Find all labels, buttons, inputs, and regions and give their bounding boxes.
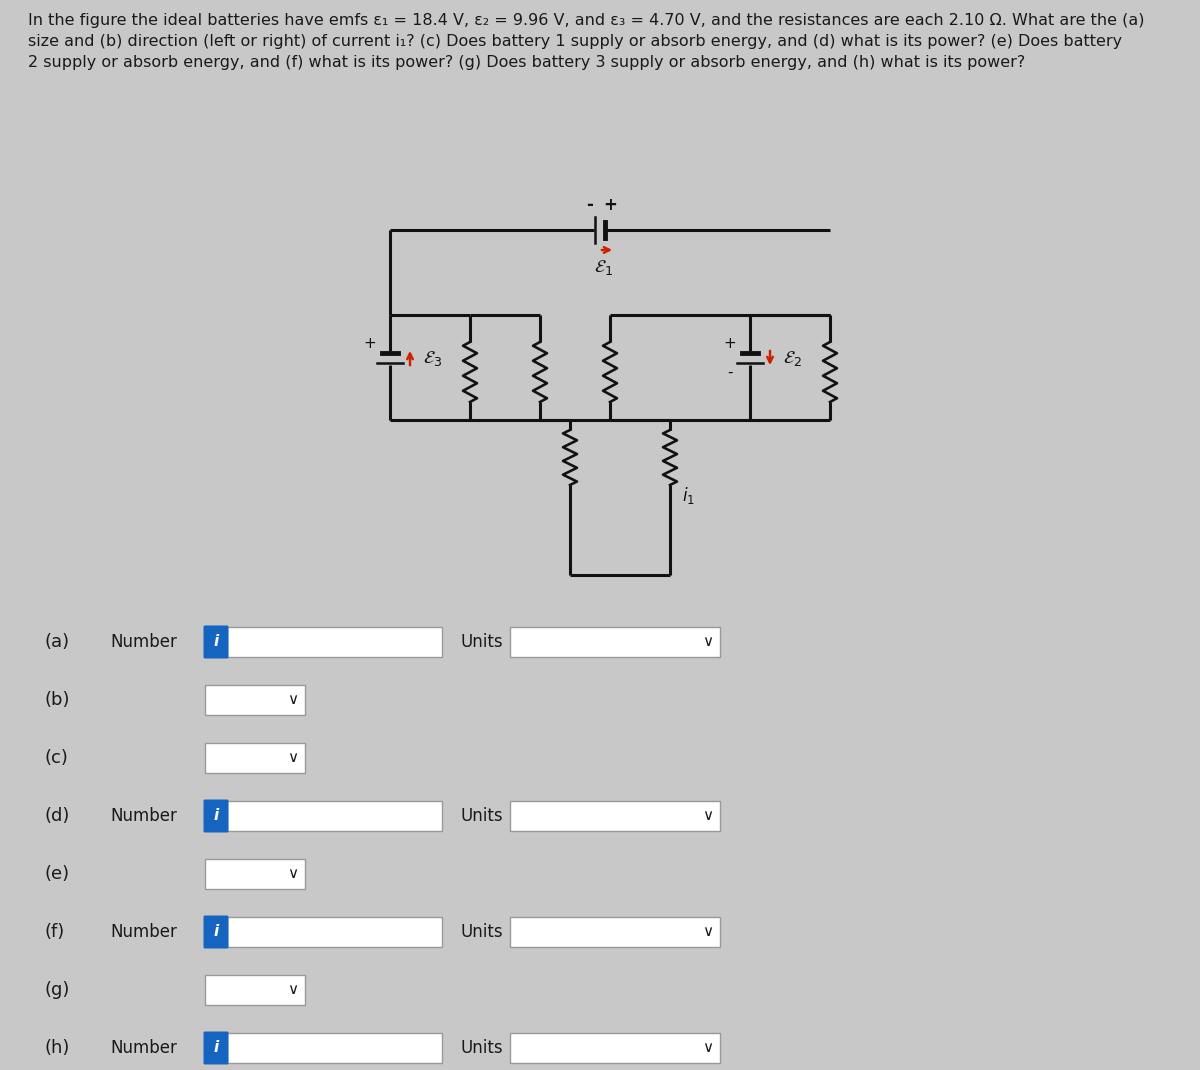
- Bar: [227, 627, 442, 657]
- Text: (a): (a): [46, 633, 70, 651]
- Text: Number: Number: [110, 923, 176, 941]
- Bar: [510, 627, 720, 657]
- Text: i: i: [214, 635, 218, 649]
- Bar: [205, 859, 305, 889]
- Text: -: -: [727, 365, 733, 380]
- FancyBboxPatch shape: [204, 1031, 228, 1065]
- Text: ∨: ∨: [288, 982, 299, 997]
- Text: (e): (e): [46, 865, 70, 883]
- Text: Number: Number: [110, 633, 176, 651]
- Text: ∨: ∨: [702, 924, 714, 939]
- Text: Units: Units: [460, 633, 503, 651]
- Text: $\mathcal{E}_1$: $\mathcal{E}_1$: [594, 258, 613, 277]
- Bar: [510, 801, 720, 831]
- Text: $\mathcal{E}_2$: $\mathcal{E}_2$: [784, 349, 802, 367]
- Text: -: -: [587, 196, 594, 214]
- Bar: [510, 1033, 720, 1063]
- Text: (d): (d): [46, 807, 71, 825]
- Bar: [205, 975, 305, 1005]
- Bar: [510, 917, 720, 947]
- Text: ∨: ∨: [288, 867, 299, 882]
- Text: $\mathcal{E}_3$: $\mathcal{E}_3$: [424, 349, 442, 367]
- Text: Units: Units: [460, 1039, 503, 1057]
- Bar: [205, 685, 305, 715]
- Text: In the figure the ideal batteries have emfs ε₁ = 18.4 V, ε₂ = 9.96 V, and ε₃ = 4: In the figure the ideal batteries have e…: [28, 13, 1145, 28]
- FancyBboxPatch shape: [204, 626, 228, 658]
- Text: 2 supply or absorb energy, and (f) what is its power? (g) Does battery 3 supply : 2 supply or absorb energy, and (f) what …: [28, 55, 1025, 70]
- Text: (b): (b): [46, 691, 71, 709]
- Bar: [205, 743, 305, 773]
- Text: i: i: [214, 924, 218, 939]
- Text: $i_1$: $i_1$: [682, 485, 695, 505]
- Text: (g): (g): [46, 981, 71, 999]
- FancyBboxPatch shape: [204, 799, 228, 832]
- Bar: [227, 801, 442, 831]
- Text: i: i: [214, 809, 218, 824]
- Bar: [227, 1033, 442, 1063]
- Text: ∨: ∨: [288, 692, 299, 707]
- Text: (h): (h): [46, 1039, 71, 1057]
- Text: +: +: [604, 196, 617, 214]
- Text: Units: Units: [460, 923, 503, 941]
- Text: ∨: ∨: [702, 809, 714, 824]
- Text: Units: Units: [460, 807, 503, 825]
- Text: +: +: [724, 336, 737, 352]
- Text: ∨: ∨: [288, 750, 299, 765]
- FancyBboxPatch shape: [204, 916, 228, 948]
- Text: (c): (c): [46, 749, 68, 767]
- Text: +: +: [364, 336, 377, 352]
- Bar: [227, 917, 442, 947]
- Text: ∨: ∨: [702, 1040, 714, 1055]
- Text: i: i: [214, 1040, 218, 1055]
- Text: size and (b) direction (left or right) of current i₁? (c) Does battery 1 supply : size and (b) direction (left or right) o…: [28, 34, 1122, 49]
- Text: Number: Number: [110, 807, 176, 825]
- Text: ∨: ∨: [702, 635, 714, 649]
- Text: (f): (f): [46, 923, 65, 941]
- Text: Number: Number: [110, 1039, 176, 1057]
